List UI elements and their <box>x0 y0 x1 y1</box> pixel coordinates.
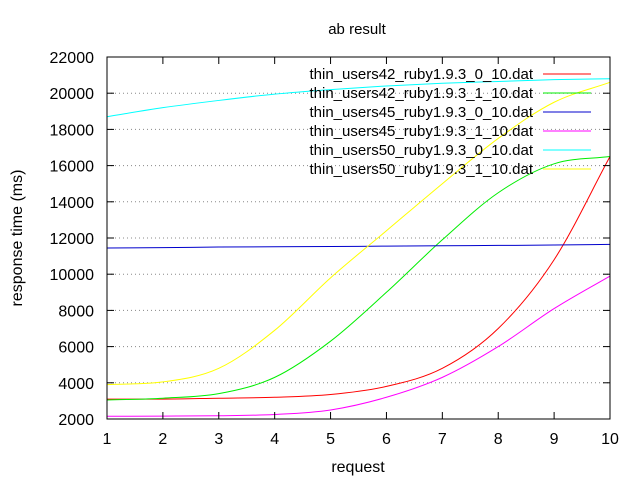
y-tick-label: 2000 <box>58 412 94 429</box>
x-tick-label: 6 <box>382 431 391 448</box>
x-tick-label: 5 <box>326 431 335 448</box>
series-line-3 <box>106 243 611 249</box>
chart-title: ab result <box>328 21 386 38</box>
series-line-4 <box>106 275 611 417</box>
y-tick-label: 10000 <box>50 267 95 284</box>
series-line-6 <box>106 81 611 386</box>
legend-label-4: thin_users45_ruby1.9.3_1_10.dat <box>309 123 533 140</box>
y-tick-label: 22000 <box>50 50 95 67</box>
y-tick-label: 16000 <box>50 159 95 176</box>
y-tick-label: 8000 <box>58 303 94 320</box>
x-axis-label: request <box>331 459 385 476</box>
legend-label-5: thin_users50_ruby1.9.3_0_10.dat <box>309 142 533 159</box>
y-axis-label: response time (ms) <box>9 170 26 307</box>
y-tick-label: 6000 <box>58 340 94 357</box>
x-tick-label: 9 <box>550 431 559 448</box>
legend-label-1: thin_users42_ruby1.9.3_0_10.dat <box>309 66 533 83</box>
x-tick-label: 7 <box>438 431 447 448</box>
legend-label-6: thin_users50_ruby1.9.3_1_10.dat <box>309 161 533 178</box>
y-tick-label: 4000 <box>58 376 94 393</box>
x-tick-label: 2 <box>158 431 167 448</box>
legend: thin_users42_ruby1.9.3_0_10.dat thin_user… <box>309 66 591 178</box>
x-tick-label: 10 <box>601 431 619 448</box>
y-tick-label: 18000 <box>50 122 95 139</box>
x-tick-label: 4 <box>270 431 279 448</box>
series-line-1 <box>106 156 611 400</box>
x-tick-label: 3 <box>214 431 223 448</box>
y-tick-label: 14000 <box>50 195 95 212</box>
y-tick-label: 12000 <box>50 231 95 248</box>
ticks: 2000 4000 6000 8000 10000 12000 14000 16000 1800… <box>50 50 620 448</box>
series-line-5 <box>106 78 611 118</box>
series-line-2 <box>106 156 611 401</box>
y-tick-label: 20000 <box>50 86 95 103</box>
legend-label-3: thin_users45_ruby1.9.3_0_10.dat <box>309 104 533 121</box>
legend-label-2: thin_users42_ruby1.9.3_1_10.dat <box>309 85 533 102</box>
series-lines <box>106 78 611 417</box>
x-tick-label: 8 <box>494 431 503 448</box>
x-tick-label: 1 <box>103 431 112 448</box>
